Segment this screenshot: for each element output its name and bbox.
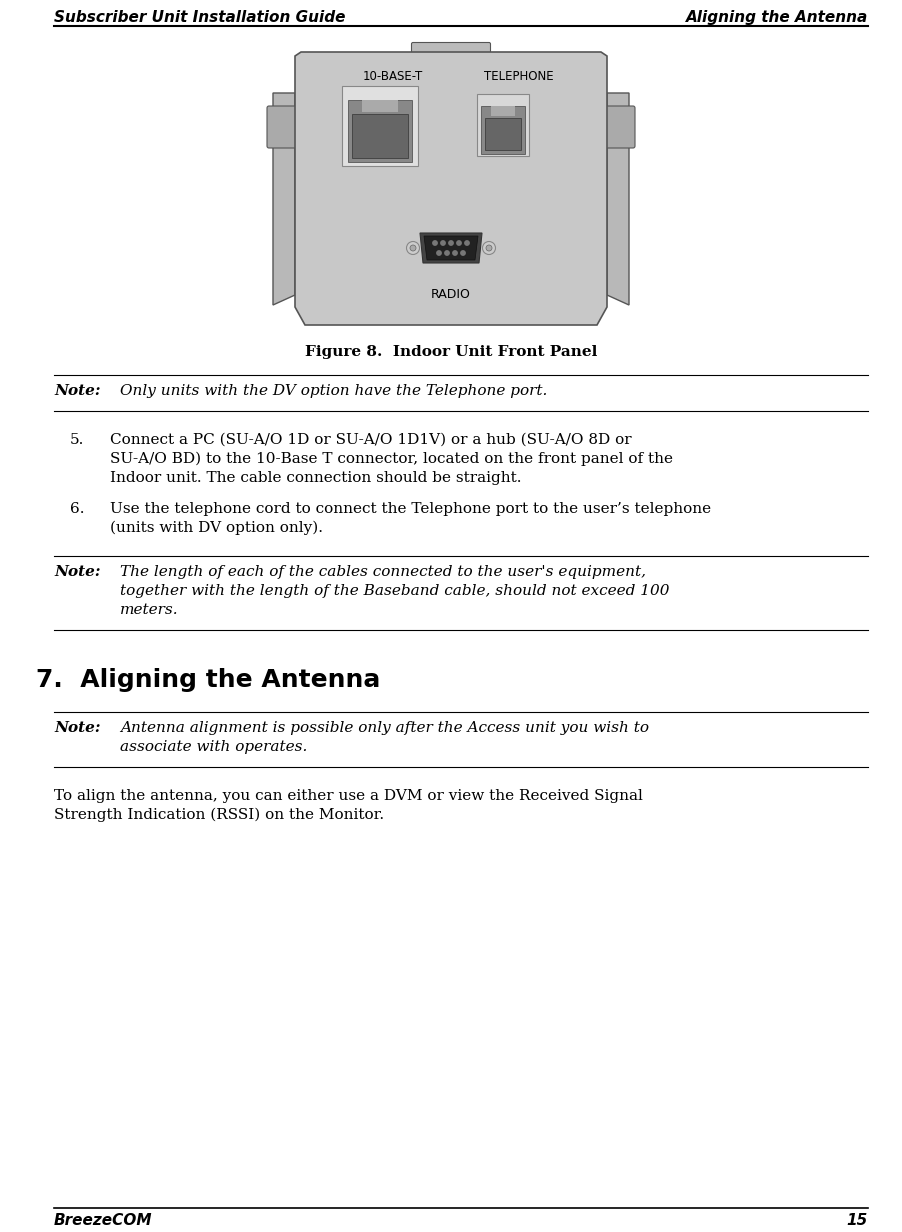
Polygon shape <box>607 92 629 306</box>
Text: Antenna alignment is possible only after the Access unit you wish to: Antenna alignment is possible only after… <box>120 721 649 736</box>
Text: To align the antenna, you can either use a DVM or view the Received Signal: To align the antenna, you can either use… <box>54 788 643 803</box>
FancyBboxPatch shape <box>411 42 491 59</box>
Circle shape <box>456 240 461 245</box>
Circle shape <box>483 241 495 255</box>
Text: Note:: Note: <box>54 384 100 398</box>
Text: Strength Indication (RSSI) on the Monitor.: Strength Indication (RSSI) on the Monito… <box>54 808 384 823</box>
Text: Note:: Note: <box>54 721 100 736</box>
Bar <box>491 106 515 116</box>
Polygon shape <box>424 237 478 260</box>
Text: 6.: 6. <box>70 501 85 516</box>
Polygon shape <box>420 233 482 262</box>
Bar <box>348 100 412 161</box>
Bar <box>362 100 398 112</box>
Bar <box>485 118 521 150</box>
Text: 7.  Aligning the Antenna: 7. Aligning the Antenna <box>36 668 381 692</box>
Text: The length of each of the cables connected to the user's equipment,: The length of each of the cables connect… <box>120 565 646 579</box>
Text: Figure 8.  Indoor Unit Front Panel: Figure 8. Indoor Unit Front Panel <box>305 345 597 359</box>
Circle shape <box>445 251 449 255</box>
Circle shape <box>437 251 441 255</box>
Polygon shape <box>295 52 607 325</box>
Circle shape <box>410 245 416 251</box>
Circle shape <box>433 240 437 245</box>
Text: Aligning the Antenna: Aligning the Antenna <box>686 10 868 25</box>
Text: Use the telephone cord to connect the Telephone port to the user’s telephone: Use the telephone cord to connect the Te… <box>110 501 711 516</box>
FancyBboxPatch shape <box>267 106 299 148</box>
Bar <box>477 94 529 156</box>
Text: 15: 15 <box>847 1214 868 1228</box>
Text: Only units with the DV option have the Telephone port.: Only units with the DV option have the T… <box>120 384 548 398</box>
Text: BreezeCOM: BreezeCOM <box>54 1214 152 1228</box>
Bar <box>481 106 525 154</box>
Text: Note:: Note: <box>54 565 100 579</box>
Circle shape <box>465 240 469 245</box>
Text: SU-A/O BD) to the 10-Base T connector, located on the front panel of the: SU-A/O BD) to the 10-Base T connector, l… <box>110 452 673 467</box>
Circle shape <box>486 245 492 251</box>
Text: Subscriber Unit Installation Guide: Subscriber Unit Installation Guide <box>54 10 345 25</box>
Text: together with the length of the Baseband cable, should not exceed 100: together with the length of the Baseband… <box>120 584 669 598</box>
Text: meters.: meters. <box>120 602 179 617</box>
Circle shape <box>449 240 453 245</box>
Circle shape <box>441 240 446 245</box>
Bar <box>352 115 408 158</box>
Text: (units with DV option only).: (units with DV option only). <box>110 521 323 536</box>
Circle shape <box>453 251 457 255</box>
Bar <box>342 86 418 166</box>
Circle shape <box>407 241 419 255</box>
Text: RADIO: RADIO <box>431 288 471 301</box>
Text: associate with operates.: associate with operates. <box>120 740 308 754</box>
FancyBboxPatch shape <box>603 106 635 148</box>
Text: Indoor unit. The cable connection should be straight.: Indoor unit. The cable connection should… <box>110 471 521 485</box>
Text: 5.: 5. <box>70 432 85 447</box>
Polygon shape <box>273 92 295 306</box>
Circle shape <box>461 251 465 255</box>
Text: Connect a PC (SU-A/O 1D or SU-A/O 1D1V) or a hub (SU-A/O 8D or: Connect a PC (SU-A/O 1D or SU-A/O 1D1V) … <box>110 432 631 447</box>
Text: 10-BASE-T: 10-BASE-T <box>363 70 423 83</box>
Text: TELEPHONE: TELEPHONE <box>484 70 554 83</box>
